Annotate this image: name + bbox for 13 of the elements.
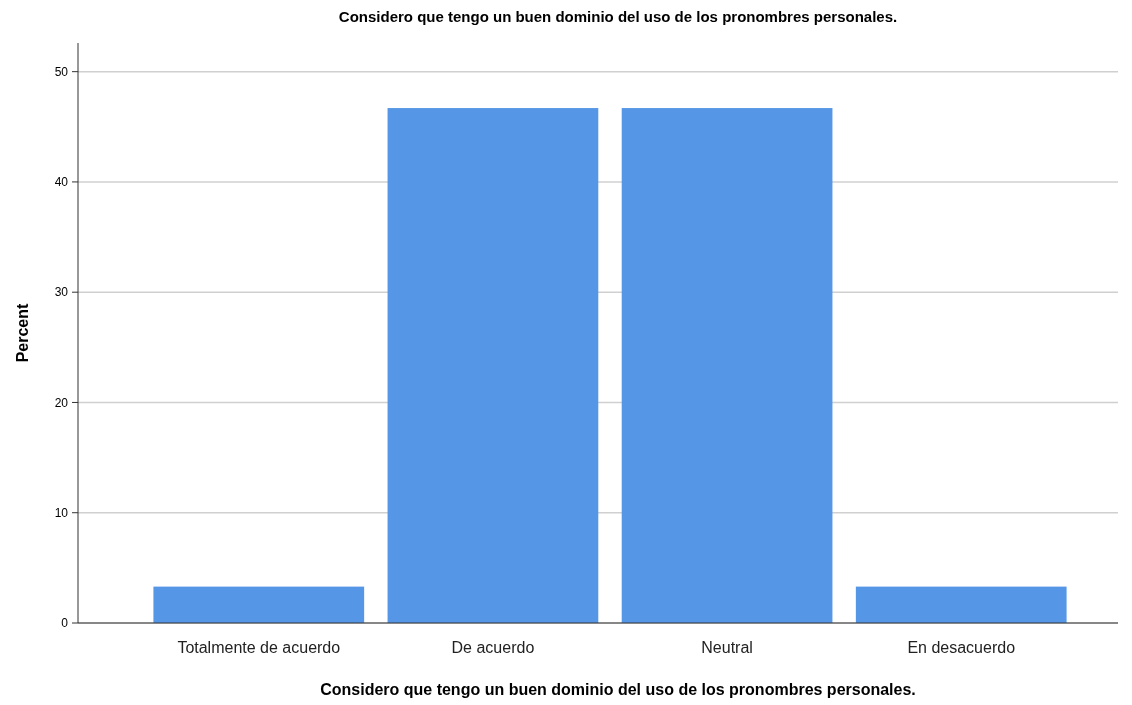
y-tick-label: 40 [54,175,69,190]
x-tick-label: En desacuerdo [907,639,1016,656]
y-axis-title: Percent [14,302,31,363]
x-tick-label: De acuerdo [451,639,535,656]
chart-title: Considero que tengo un buen dominio del uso de los pronombres personales. [338,8,898,25]
y-tick-label: 50 [54,64,69,79]
x-axis-title: Considero que tengo un buen dominio del uso de los pronombres personales. [320,681,916,698]
y-tick-label: 10 [54,505,69,520]
y-tick-label: 0 [61,616,69,631]
x-tick-label: Totalmente de acuerdo [177,639,341,656]
x-tick-label: Neutral [701,639,753,656]
y-tick-label: 20 [54,395,69,410]
y-tick-label: 30 [54,285,69,300]
